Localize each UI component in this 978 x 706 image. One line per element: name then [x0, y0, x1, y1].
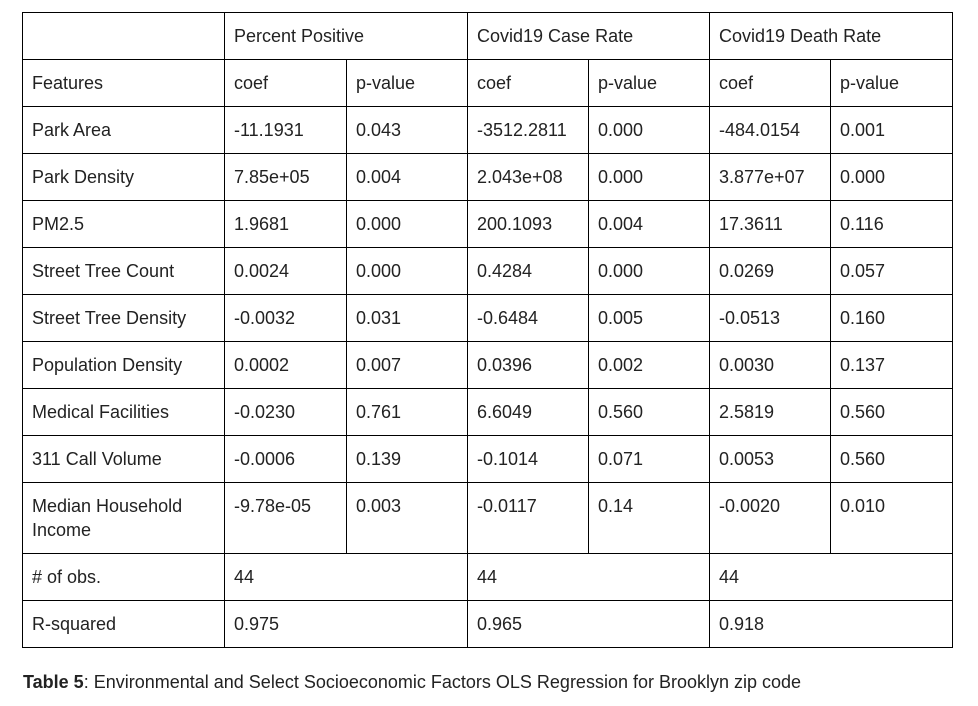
coef-cell: -484.0154 [709, 106, 831, 154]
p-value-cell: 0.001 [829, 106, 954, 154]
coef-cell: -0.0230 [224, 388, 347, 436]
coef-cell: 2.5819 [709, 388, 831, 436]
summary-value: 0.975 [224, 600, 468, 648]
group-header-case-rate: Covid19 Case Rate [467, 12, 710, 60]
summary-row: # of obs. 44 44 44 [22, 553, 954, 601]
coef-cell: 0.0396 [467, 341, 589, 389]
summary-value: 44 [224, 553, 468, 601]
p-value-cell: 0.137 [829, 341, 954, 389]
feature-label: Median Household Income [22, 482, 225, 554]
coef-header: coef [224, 59, 347, 107]
coef-cell: -0.0117 [467, 482, 589, 554]
p-value-cell: 0.560 [829, 435, 954, 483]
p-value-cell: 0.000 [588, 153, 710, 201]
summary-value: 44 [467, 553, 710, 601]
table-row: Street Tree Density -0.0032 0.031 -0.6484 0.… [22, 294, 954, 342]
coef-cell: -0.0020 [709, 482, 831, 554]
coef-cell: -0.1014 [467, 435, 589, 483]
p-value-cell: 0.004 [588, 200, 710, 248]
coef-cell: 7.85e+05 [224, 153, 347, 201]
caption-label: Table 5 [23, 672, 84, 692]
coef-cell: 3.877e+07 [709, 153, 831, 201]
coef-header: coef [709, 59, 831, 107]
p-value-cell: 0.560 [588, 388, 710, 436]
coef-cell: 0.0053 [709, 435, 831, 483]
p-value-cell: 0.071 [588, 435, 710, 483]
group-header-row: Percent Positive Covid19 Case Rate Covid… [22, 12, 954, 60]
caption-text: : Environmental and Select Socioeconomic… [83, 672, 802, 692]
coef-cell: -3512.2811 [467, 106, 589, 154]
feature-label: Population Density [22, 341, 225, 389]
table-row: Park Area -11.1931 0.043 -3512.2811 0.000 -48… [22, 106, 954, 154]
coef-cell: 17.3611 [709, 200, 831, 248]
coef-cell: 6.6049 [467, 388, 589, 436]
p-value-cell: 0.004 [346, 153, 468, 201]
p-value-cell: 0.560 [829, 388, 954, 436]
sub-header-row: Features coef p-value coef p-value coef … [22, 59, 954, 107]
feature-label: Park Area [22, 106, 225, 154]
summary-value: 44 [708, 553, 954, 601]
table-row: Population Density 0.0002 0.007 0.0396 0.002… [22, 341, 954, 389]
p-value-cell: 0.007 [346, 341, 468, 389]
table-caption: Table 5: Environmental and Select Socioe… [23, 672, 801, 693]
p-value-cell: 0.003 [346, 482, 468, 554]
coef-cell: 0.0024 [224, 247, 347, 295]
feature-label: Park Density [22, 153, 225, 201]
coef-cell: 0.0269 [709, 247, 831, 295]
coef-cell: -11.1931 [224, 106, 347, 154]
p-value-cell: 0.14 [588, 482, 710, 554]
p-value-cell: 0.761 [346, 388, 468, 436]
coef-cell: 200.1093 [467, 200, 589, 248]
group-header-death-rate: Covid19 Death Rate [708, 12, 954, 60]
table-row: Medical Facilities -0.0230 0.761 6.6049 0.56… [22, 388, 954, 436]
group-header-percent-positive: Percent Positive [224, 12, 468, 60]
p-value-cell: 0.000 [588, 247, 710, 295]
coef-cell: -0.0006 [224, 435, 347, 483]
p-value-cell: 0.116 [829, 200, 954, 248]
p-value-cell: 0.043 [346, 106, 468, 154]
p-value-header: p-value [588, 59, 710, 107]
coef-cell: 1.9681 [224, 200, 347, 248]
feature-label: Street Tree Density [22, 294, 225, 342]
table-row: Park Density 7.85e+05 0.004 2.043e+08 0.000 3… [22, 153, 954, 201]
regression-table: Percent Positive Covid19 Case Rate Covid… [22, 12, 954, 648]
table-row: 311 Call Volume -0.0006 0.139 -0.1014 0.071 0… [22, 435, 954, 483]
p-value-cell: 0.139 [346, 435, 468, 483]
p-value-cell: 0.005 [588, 294, 710, 342]
p-value-cell: 0.160 [829, 294, 954, 342]
table-row: PM2.5 1.9681 0.000 200.1093 0.004 17.3611 0.11… [22, 200, 954, 248]
corner-cell [22, 12, 225, 60]
coef-cell: -0.0032 [224, 294, 347, 342]
p-value-header: p-value [829, 59, 954, 107]
p-value-cell: 0.057 [829, 247, 954, 295]
coef-cell: -0.6484 [467, 294, 589, 342]
summary-value: 0.965 [467, 600, 710, 648]
feature-label: Street Tree Count [22, 247, 225, 295]
summary-label: # of obs. [22, 553, 225, 601]
p-value-cell: 0.000 [346, 200, 468, 248]
feature-label: Medical Facilities [22, 388, 225, 436]
table-row: Median Household Income -9.78e-05 0.003 -0.… [22, 482, 954, 554]
p-value-cell: 0.000 [588, 106, 710, 154]
coef-header: coef [467, 59, 589, 107]
coef-cell: 0.0002 [224, 341, 347, 389]
summary-row: R-squared 0.975 0.965 0.918 [22, 600, 954, 648]
features-header: Features [22, 59, 225, 107]
feature-label: 311 Call Volume [22, 435, 225, 483]
coef-cell: 0.0030 [709, 341, 831, 389]
p-value-cell: 0.000 [346, 247, 468, 295]
table-row: Street Tree Count 0.0024 0.000 0.4284 0.000 0… [22, 247, 954, 295]
coef-cell: -9.78e-05 [224, 482, 347, 554]
p-value-cell: 0.010 [829, 482, 954, 554]
p-value-cell: 0.002 [588, 341, 710, 389]
coef-cell: -0.0513 [709, 294, 831, 342]
coef-cell: 0.4284 [467, 247, 589, 295]
p-value-cell: 0.031 [346, 294, 468, 342]
p-value-header: p-value [346, 59, 468, 107]
summary-label: R-squared [22, 600, 225, 648]
p-value-cell: 0.000 [829, 153, 954, 201]
feature-label: PM2.5 [22, 200, 225, 248]
summary-value: 0.918 [708, 600, 954, 648]
coef-cell: 2.043e+08 [467, 153, 589, 201]
